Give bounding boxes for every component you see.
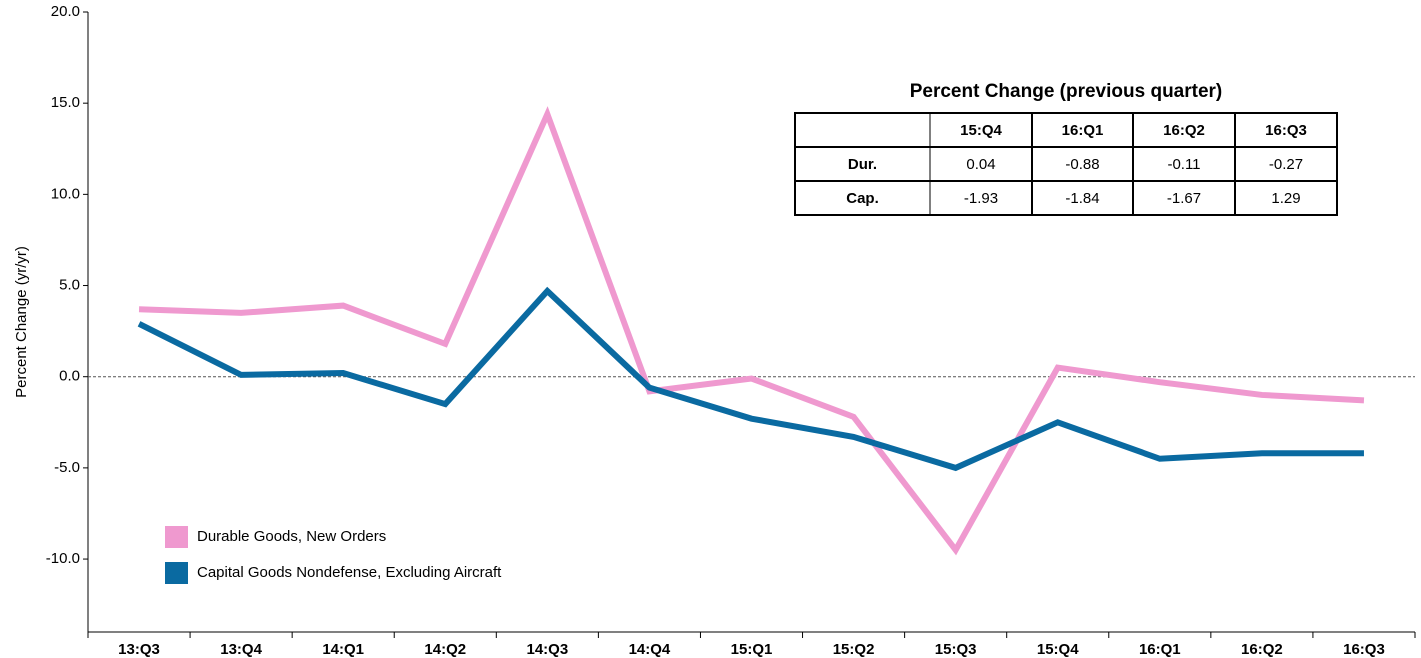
- y-tick-label: 15.0: [51, 94, 80, 111]
- x-tick-label: 16:Q2: [1241, 641, 1283, 658]
- table-cell: -0.27: [1269, 156, 1303, 173]
- legend-label: Durable Goods, New Orders: [197, 528, 386, 545]
- x-tick-label: 15:Q2: [833, 641, 875, 658]
- table-border: [794, 112, 1338, 216]
- x-tick-label: 15:Q3: [935, 641, 977, 658]
- y-tick-label: -10.0: [46, 550, 80, 567]
- series-line: [138, 106, 1365, 556]
- table-cell: -1.93: [964, 190, 998, 207]
- x-tick-label: 14:Q1: [322, 641, 364, 658]
- table-cell: -1.67: [1167, 190, 1201, 207]
- x-tick-label: 16:Q3: [1343, 641, 1385, 658]
- table-cell: -0.11: [1167, 156, 1200, 173]
- y-axis-label: Percent Change (yr/yr): [13, 246, 30, 398]
- legend-label: Capital Goods Nondefense, Excluding Airc…: [197, 564, 502, 581]
- table-header: 16:Q2: [1163, 122, 1205, 139]
- y-tick-label: 20.0: [51, 3, 80, 20]
- series-line: [137, 286, 1364, 472]
- legend-swatch: [165, 562, 188, 584]
- table-cell: 1.29: [1271, 190, 1300, 207]
- table-cell: -0.88: [1065, 156, 1099, 173]
- table-header: 16:Q3: [1265, 122, 1307, 139]
- x-tick-label: 15:Q4: [1037, 641, 1079, 658]
- x-tick-label: 14:Q2: [424, 641, 466, 658]
- x-tick-label: 15:Q1: [731, 641, 773, 658]
- table-row-label: Cap.: [846, 190, 879, 207]
- y-tick-label: 0.0: [59, 368, 80, 385]
- x-tick-label: 14:Q4: [629, 641, 671, 658]
- y-tick-label: -5.0: [54, 459, 80, 476]
- table-cell: -1.84: [1065, 190, 1099, 207]
- table-row-label: Dur.: [848, 156, 877, 173]
- x-tick-label: 13:Q4: [220, 641, 262, 658]
- x-tick-label: 14:Q3: [526, 641, 568, 658]
- table-title: Percent Change (previous quarter): [910, 81, 1223, 102]
- y-tick-label: 5.0: [59, 276, 80, 293]
- x-tick-label: 16:Q1: [1139, 641, 1181, 658]
- table-header: 15:Q4: [960, 122, 1002, 139]
- legend-swatch: [165, 526, 188, 548]
- table-cell: 0.04: [966, 156, 995, 173]
- y-tick-label: 10.0: [51, 185, 80, 202]
- table-header: 16:Q1: [1062, 122, 1104, 139]
- x-tick-label: 13:Q3: [118, 641, 160, 658]
